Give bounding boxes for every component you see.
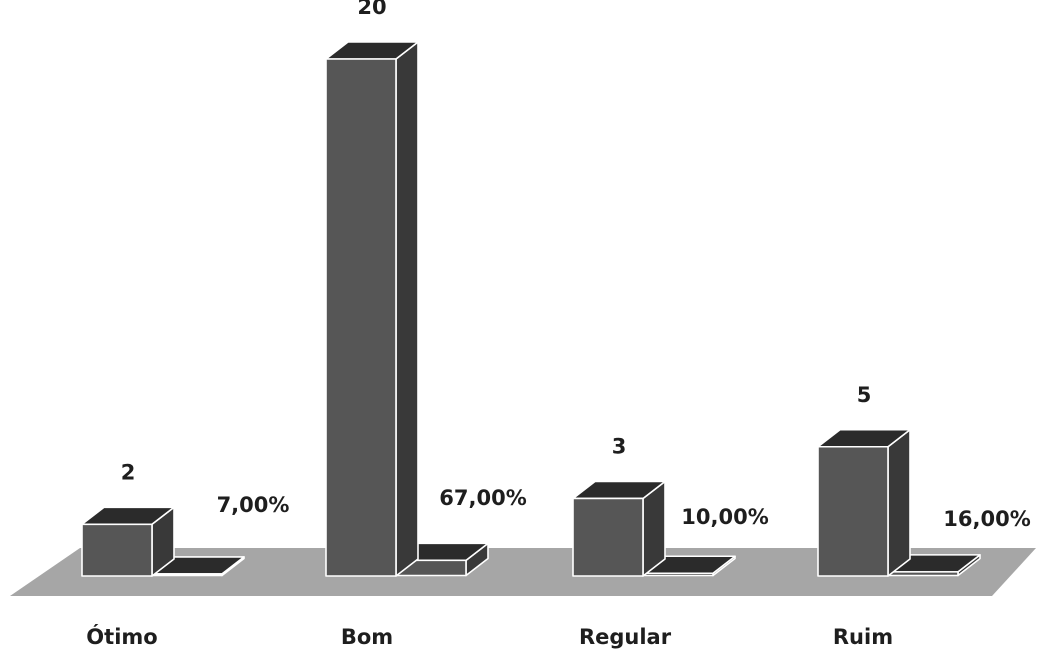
pct-bar-front-2 — [642, 572, 714, 577]
value-labels-group: 2 7,00% 20 67,00% 3 10,00% 5 16,00% — [121, 0, 1031, 531]
chart-floor — [10, 548, 1036, 596]
count-bar-front-3 — [817, 445, 889, 577]
category-label-0: Ótimo — [86, 624, 157, 649]
pct-bar — [395, 542, 489, 577]
category-label-3: Ruim — [833, 625, 893, 649]
count-label-0: 2 — [121, 460, 136, 484]
count-bar-front-0 — [81, 523, 153, 577]
category-labels-group: Ótimo Bom Regular Ruim — [86, 624, 893, 649]
count-label-2: 3 — [612, 434, 627, 458]
bars-group — [81, 41, 981, 577]
percent-label-1: 67,00% — [439, 486, 526, 510]
percent-label-3: 16,00% — [943, 507, 1030, 531]
percent-label-2: 10,00% — [681, 505, 768, 529]
pct-bar-front-0 — [151, 573, 223, 577]
pct-bar — [642, 555, 736, 577]
percent-label-0: 7,00% — [217, 493, 290, 517]
count-bar-side-3 — [887, 428, 911, 577]
count-bar-front-2 — [572, 497, 644, 577]
count-bar-front-1 — [325, 58, 397, 577]
count-bar — [572, 480, 666, 577]
category-label-1: Bom — [341, 625, 393, 649]
count-bar — [325, 41, 419, 577]
count-label-1: 20 — [357, 0, 386, 19]
pct-bar-front-3 — [887, 571, 959, 577]
count-bar — [817, 428, 911, 577]
count-bar-side-1 — [395, 41, 419, 577]
count-bar — [81, 506, 175, 577]
pct-bar — [887, 554, 981, 577]
count-label-3: 5 — [857, 383, 872, 407]
category-label-2: Regular — [579, 625, 672, 649]
